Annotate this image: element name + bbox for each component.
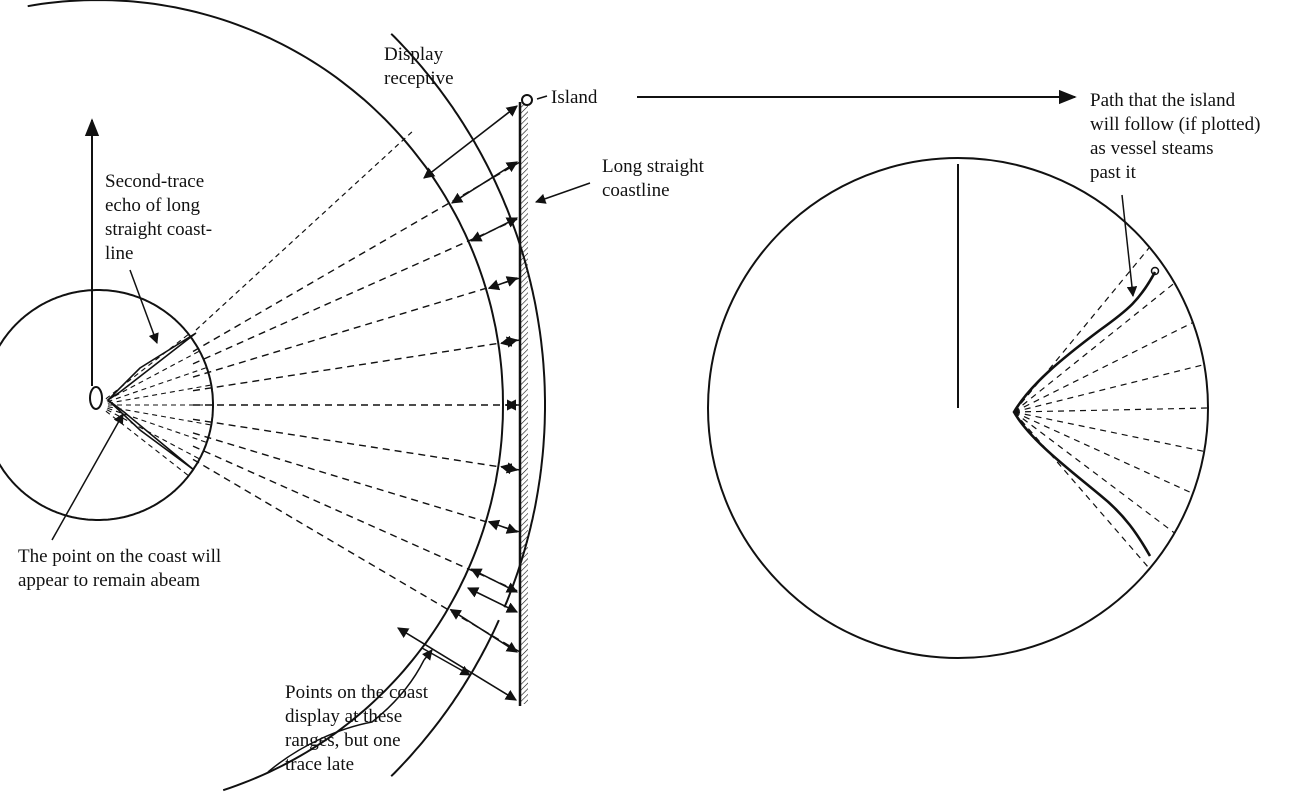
range-double-arrow: [500, 335, 519, 348]
right-beam-line: [1013, 411, 1175, 534]
range-double-arrow: [470, 568, 519, 593]
second-trace-label: Second-trace echo of long straight coast…: [105, 171, 217, 264]
right-beam-line: [1013, 282, 1175, 413]
range-double-arrow: [423, 105, 518, 179]
island-path-curve: [1012, 271, 1157, 557]
abeam-leader: [51, 413, 124, 541]
trace-late-leader: [267, 659, 425, 773]
abeam-label: The point on the coast will appear to re…: [18, 546, 226, 591]
range-double-arrows: [397, 105, 519, 701]
right-beam-line: [1013, 321, 1194, 413]
range-double-arrow: [466, 587, 519, 613]
right-beam-line: [1013, 407, 1209, 413]
range-arcs: [27, 0, 546, 792]
display-receptive-label: Display receptive: [384, 44, 454, 89]
right-ppi-display: [707, 157, 1209, 659]
coastline-label: Long straight coastline: [602, 156, 709, 201]
range-double-arrow: [500, 462, 519, 475]
range-double-arrow: [451, 161, 518, 204]
beam-line: [192, 432, 521, 533]
display-receptive-arc: [27, 0, 505, 792]
right-beam-line: [1013, 411, 1194, 495]
range-double-arrow: [487, 519, 519, 534]
island-leader: [536, 95, 548, 100]
small-beam-line: [106, 350, 200, 401]
coastline: [518, 102, 528, 706]
right-beam-line: [1013, 411, 1150, 570]
own-ship-icon: [89, 386, 103, 410]
radar-beams: [192, 129, 521, 653]
beam-line: [192, 339, 521, 392]
island-marker: [521, 94, 533, 106]
beam-line: [192, 418, 521, 471]
path-leader: [1121, 194, 1138, 298]
beam-line: [195, 129, 415, 331]
beam-line: [192, 217, 521, 365]
range-double-arrow: [487, 276, 519, 291]
beam-line: [192, 445, 521, 593]
range-double-arrow: [449, 608, 518, 653]
path-label: Path that the island will follow (if plo…: [1090, 90, 1265, 183]
beam-line: [192, 277, 521, 378]
range-double-arrow: [470, 217, 519, 242]
range-double-arrow: [397, 627, 517, 701]
second-trace-leader: [129, 269, 159, 344]
coastline-leader: [535, 182, 591, 204]
island-label: Island: [551, 87, 598, 108]
right-beam-line: [1013, 364, 1205, 413]
small-beam-line: [107, 384, 212, 404]
small-beam-line: [107, 406, 212, 426]
small-ppi-display: [0, 118, 214, 521]
points-label: Points on the coast display at these ran…: [285, 682, 433, 775]
